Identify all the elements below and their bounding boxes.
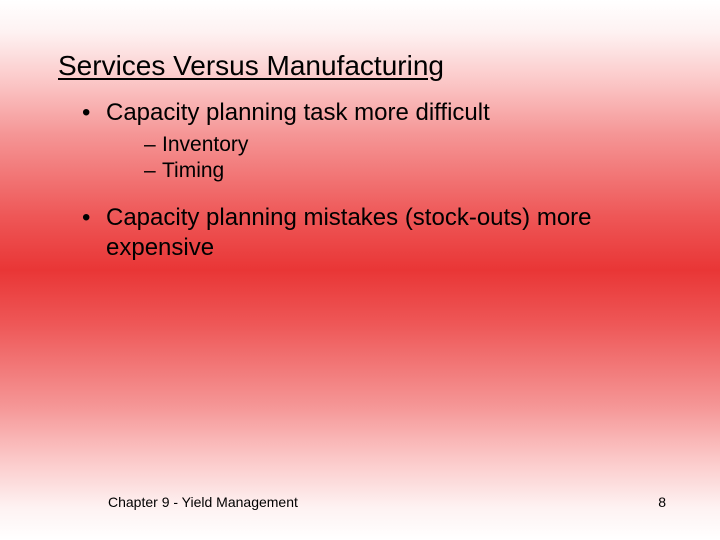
bullet-level1: Capacity planning mistakes (stock-outs) … [78, 203, 670, 263]
bullet-level2: Timing [106, 158, 670, 184]
sub-bullet-list: Inventory Timing [106, 132, 670, 185]
slide-title: Services Versus Manufacturing [58, 50, 444, 82]
footer-chapter: Chapter 9 - Yield Management [108, 494, 298, 510]
bullet-level1: Capacity planning task more difficult In… [78, 98, 670, 185]
bullet-level2: Inventory [106, 132, 670, 158]
bullet-list: Capacity planning task more difficult In… [78, 98, 670, 267]
page-number: 8 [658, 494, 666, 510]
bullet-text: Capacity planning mistakes (stock-outs) … [106, 204, 592, 261]
bullet-text: Capacity planning task more difficult [106, 99, 490, 126]
